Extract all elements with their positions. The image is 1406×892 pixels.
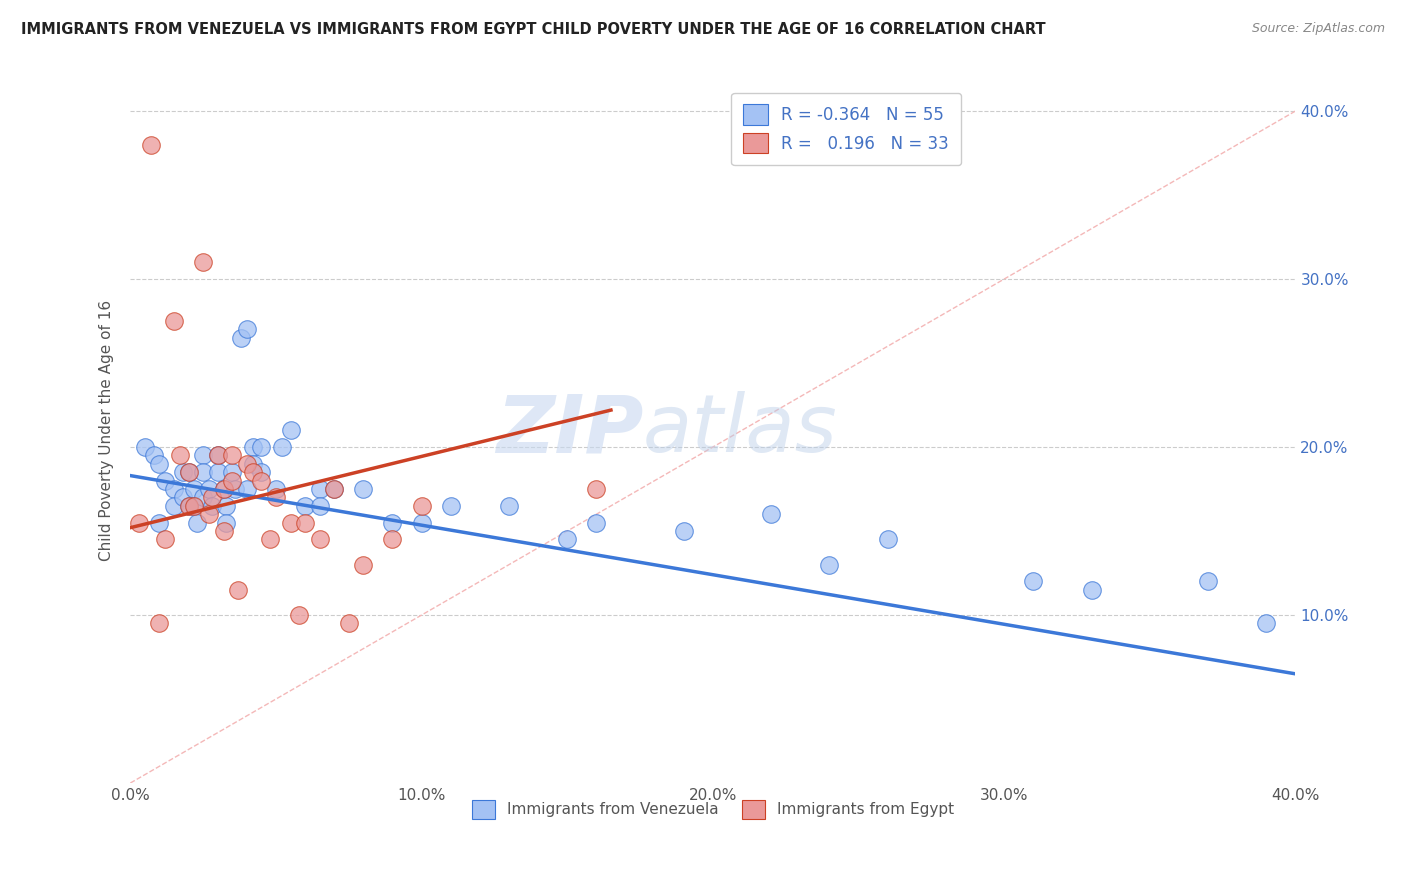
Point bbox=[280, 423, 302, 437]
Point bbox=[186, 516, 208, 530]
Point bbox=[177, 465, 200, 479]
Point bbox=[381, 516, 404, 530]
Point bbox=[411, 499, 433, 513]
Point bbox=[215, 499, 238, 513]
Point bbox=[242, 457, 264, 471]
Point bbox=[352, 558, 374, 572]
Point bbox=[440, 499, 463, 513]
Point bbox=[163, 314, 186, 328]
Point bbox=[250, 474, 273, 488]
Text: ZIP: ZIP bbox=[495, 392, 643, 469]
Point bbox=[172, 465, 194, 479]
Point bbox=[183, 499, 205, 513]
Point bbox=[1197, 574, 1219, 589]
Point bbox=[337, 616, 360, 631]
Point bbox=[207, 449, 229, 463]
Point bbox=[242, 465, 264, 479]
Point bbox=[250, 465, 273, 479]
Point bbox=[139, 137, 162, 152]
Point bbox=[288, 608, 311, 623]
Point bbox=[242, 440, 264, 454]
Point bbox=[250, 440, 273, 454]
Point bbox=[148, 616, 170, 631]
Point bbox=[155, 533, 177, 547]
Point bbox=[236, 457, 259, 471]
Point bbox=[169, 449, 191, 463]
Text: Source: ZipAtlas.com: Source: ZipAtlas.com bbox=[1251, 22, 1385, 36]
Point bbox=[585, 482, 607, 496]
Point bbox=[183, 499, 205, 513]
Point bbox=[177, 499, 200, 513]
Point bbox=[191, 255, 214, 269]
Point bbox=[264, 491, 287, 505]
Point bbox=[172, 491, 194, 505]
Point bbox=[198, 508, 221, 522]
Point bbox=[191, 491, 214, 505]
Point bbox=[221, 474, 243, 488]
Point bbox=[759, 508, 782, 522]
Point bbox=[308, 482, 330, 496]
Point bbox=[236, 322, 259, 336]
Point bbox=[352, 482, 374, 496]
Point bbox=[818, 558, 841, 572]
Point bbox=[155, 474, 177, 488]
Point bbox=[198, 482, 221, 496]
Point bbox=[221, 449, 243, 463]
Point bbox=[294, 499, 316, 513]
Point bbox=[323, 482, 346, 496]
Point bbox=[236, 482, 259, 496]
Point bbox=[259, 533, 281, 547]
Text: IMMIGRANTS FROM VENEZUELA VS IMMIGRANTS FROM EGYPT CHILD POVERTY UNDER THE AGE O: IMMIGRANTS FROM VENEZUELA VS IMMIGRANTS … bbox=[21, 22, 1046, 37]
Point bbox=[672, 524, 695, 538]
Y-axis label: Child Poverty Under the Age of 16: Child Poverty Under the Age of 16 bbox=[100, 300, 114, 561]
Point bbox=[585, 516, 607, 530]
Point bbox=[294, 516, 316, 530]
Point bbox=[191, 465, 214, 479]
Legend: Immigrants from Venezuela, Immigrants from Egypt: Immigrants from Venezuela, Immigrants fr… bbox=[465, 794, 960, 825]
Point bbox=[308, 533, 330, 547]
Point bbox=[207, 465, 229, 479]
Point bbox=[201, 491, 224, 505]
Point bbox=[134, 440, 156, 454]
Point bbox=[177, 465, 200, 479]
Point bbox=[183, 482, 205, 496]
Point bbox=[264, 482, 287, 496]
Point bbox=[201, 499, 224, 513]
Point bbox=[308, 499, 330, 513]
Point bbox=[142, 449, 165, 463]
Point bbox=[323, 482, 346, 496]
Point bbox=[215, 516, 238, 530]
Point bbox=[191, 449, 214, 463]
Point bbox=[1256, 616, 1278, 631]
Point bbox=[148, 516, 170, 530]
Point bbox=[128, 516, 150, 530]
Point bbox=[163, 499, 186, 513]
Point bbox=[555, 533, 578, 547]
Point bbox=[212, 482, 235, 496]
Point bbox=[270, 440, 292, 454]
Point bbox=[212, 482, 235, 496]
Point bbox=[381, 533, 404, 547]
Text: atlas: atlas bbox=[643, 392, 838, 469]
Point bbox=[411, 516, 433, 530]
Point bbox=[226, 582, 249, 597]
Point bbox=[1022, 574, 1045, 589]
Point bbox=[498, 499, 520, 513]
Point bbox=[177, 499, 200, 513]
Point bbox=[224, 482, 246, 496]
Point bbox=[1080, 582, 1102, 597]
Point bbox=[229, 331, 252, 345]
Point bbox=[163, 482, 186, 496]
Point bbox=[148, 457, 170, 471]
Point bbox=[221, 465, 243, 479]
Point bbox=[876, 533, 898, 547]
Point bbox=[280, 516, 302, 530]
Point bbox=[212, 524, 235, 538]
Point bbox=[207, 449, 229, 463]
